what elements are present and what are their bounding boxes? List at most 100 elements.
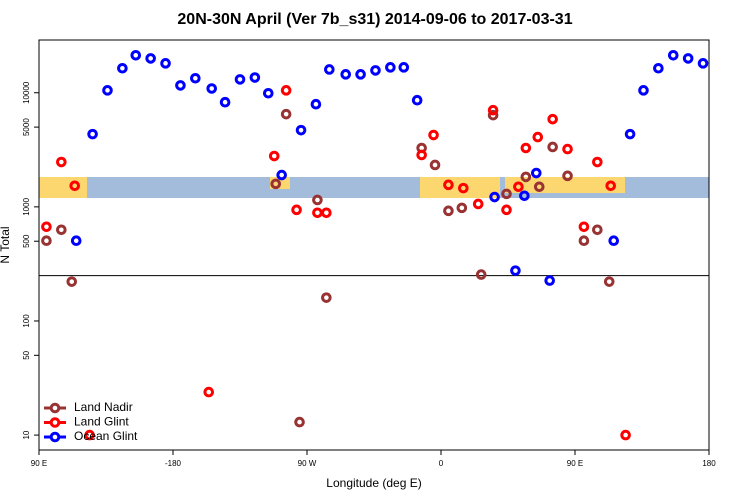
x-axis-label: Longitude (deg E) <box>326 476 421 490</box>
point <box>175 80 186 91</box>
point <box>190 72 201 84</box>
point <box>41 235 52 247</box>
x-tick-label: 180 <box>702 459 716 468</box>
point <box>312 207 323 219</box>
point <box>291 204 302 216</box>
x-tick-label: -180 <box>165 459 182 468</box>
point <box>501 188 512 200</box>
point <box>428 129 439 141</box>
point <box>56 156 67 168</box>
y-tick-label: 10 <box>22 430 31 439</box>
point <box>510 265 521 276</box>
point <box>310 98 322 110</box>
point <box>592 224 603 236</box>
legend-marker <box>49 402 61 414</box>
point <box>443 205 454 217</box>
plot-frame <box>38 39 710 451</box>
point <box>416 149 427 161</box>
point <box>280 108 292 120</box>
x-tick-label: 90 E <box>31 459 47 468</box>
point <box>429 159 441 171</box>
y-tick-label: 100 <box>22 314 31 328</box>
point <box>624 128 636 140</box>
point <box>653 62 664 74</box>
point <box>117 62 128 74</box>
point <box>268 150 280 162</box>
y-tick-label: 50 <box>22 350 31 359</box>
point <box>544 275 555 286</box>
point <box>160 58 171 69</box>
point <box>620 429 631 441</box>
point <box>638 85 649 96</box>
point <box>487 104 499 116</box>
point <box>87 128 98 140</box>
point <box>456 202 468 214</box>
point <box>56 224 67 236</box>
point <box>443 179 454 191</box>
point <box>69 180 81 192</box>
y-tick-label: 1000 <box>22 197 31 215</box>
y-tick-label: 5000 <box>22 118 31 136</box>
point <box>355 69 366 80</box>
point <box>682 53 694 64</box>
point <box>489 191 500 203</box>
point <box>206 83 218 94</box>
point <box>385 62 396 73</box>
point <box>578 235 590 247</box>
land-patch <box>39 177 87 198</box>
point <box>321 292 332 303</box>
point <box>697 58 709 69</box>
point <box>475 269 487 280</box>
point <box>592 156 603 168</box>
point <box>472 198 484 210</box>
point <box>547 141 558 153</box>
point <box>234 74 246 85</box>
x-tick-label: 90 E <box>567 459 583 468</box>
point <box>398 62 410 73</box>
y-tick-label: 500 <box>22 234 31 248</box>
point <box>312 194 323 206</box>
point <box>458 182 469 194</box>
point <box>270 178 282 190</box>
legend-marker <box>49 431 61 443</box>
legend-label: Ocean Glint <box>74 429 138 443</box>
point <box>519 190 530 202</box>
point <box>324 64 335 75</box>
legend-label: Land Glint <box>74 415 129 429</box>
point <box>203 386 215 398</box>
point <box>321 207 332 219</box>
point <box>70 235 82 247</box>
point <box>294 416 305 428</box>
point <box>130 49 142 61</box>
y-axis-label: N Total <box>0 226 12 263</box>
point <box>501 204 512 216</box>
point <box>530 167 542 179</box>
point <box>276 169 287 181</box>
point <box>280 85 292 96</box>
point <box>102 85 113 96</box>
point <box>533 181 545 193</box>
point <box>370 65 381 76</box>
point <box>411 94 423 106</box>
point <box>295 124 307 136</box>
point <box>66 276 78 287</box>
point <box>487 109 499 121</box>
chart-title: 20N-30N April (Ver 7b_s31) 2014-09-06 to… <box>177 11 572 28</box>
point <box>578 221 590 233</box>
point <box>340 69 352 80</box>
point <box>667 49 679 61</box>
point <box>603 276 615 287</box>
y-tick-label: 10000 <box>22 81 31 104</box>
point <box>562 170 573 182</box>
point <box>520 171 532 183</box>
point <box>520 142 532 154</box>
point <box>262 87 274 99</box>
point <box>547 113 558 125</box>
legend-label: Land Nadir <box>74 400 133 414</box>
point <box>145 53 156 64</box>
x-tick-label: 0 <box>439 459 444 468</box>
point <box>219 96 231 108</box>
legend-marker <box>49 417 61 428</box>
